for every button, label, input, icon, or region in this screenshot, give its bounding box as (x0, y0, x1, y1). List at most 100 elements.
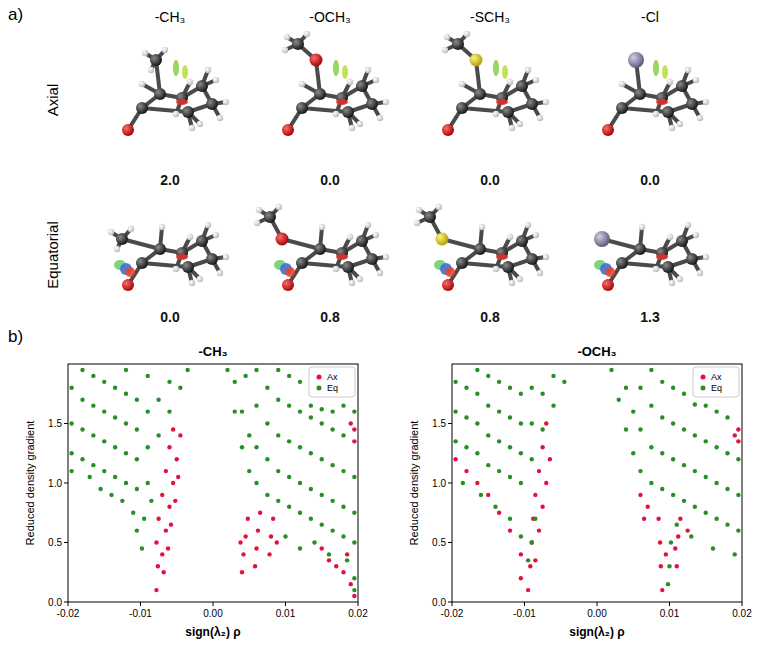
point (551, 403, 555, 407)
atom (493, 266, 499, 272)
atom (314, 243, 326, 255)
point (135, 487, 139, 491)
panel-label: b) (8, 327, 23, 346)
nci-surface (605, 267, 615, 277)
point (167, 380, 171, 384)
row-label: Equatorial (44, 221, 61, 289)
column-header: -SCH₃ (470, 9, 510, 25)
point (160, 493, 164, 497)
nci-surface (173, 60, 179, 76)
point (475, 481, 479, 485)
energy-label: 0.8 (480, 309, 500, 325)
point (689, 534, 693, 538)
point (91, 403, 95, 407)
atom (196, 80, 208, 92)
point (682, 392, 686, 396)
atom (677, 276, 683, 282)
atom (173, 266, 179, 272)
point (140, 546, 144, 550)
nci-surface (285, 267, 295, 277)
point (530, 457, 534, 461)
point (156, 564, 160, 568)
nci-surface (176, 254, 188, 260)
point (656, 517, 660, 521)
point (352, 511, 356, 515)
point (736, 439, 740, 443)
tick-label: -0.01 (513, 608, 536, 619)
point (164, 469, 168, 473)
point (349, 421, 353, 425)
point (693, 505, 697, 509)
point (69, 469, 73, 473)
point (464, 445, 468, 449)
atom (628, 52, 644, 68)
point (609, 368, 613, 372)
tick-label: 0.00 (587, 608, 607, 619)
molecule (282, 31, 389, 136)
point (352, 594, 356, 598)
point (341, 433, 345, 437)
point (475, 421, 479, 425)
point (666, 582, 670, 586)
point (671, 386, 675, 390)
point (113, 445, 117, 449)
atom (693, 77, 699, 83)
atom (128, 226, 134, 232)
nci-surface (502, 65, 508, 79)
axis-title: sign(λ₂) ρ (569, 625, 624, 639)
atom (108, 229, 114, 235)
molecule (442, 31, 549, 136)
point (486, 463, 490, 467)
tick (448, 483, 452, 484)
energy-label: 0.0 (480, 172, 500, 188)
molecule (254, 204, 389, 291)
atom (685, 67, 691, 73)
point (341, 505, 345, 509)
atom (685, 222, 691, 228)
plot-area (69, 368, 356, 599)
point (725, 522, 729, 526)
atom (356, 80, 368, 92)
atom (205, 222, 211, 228)
point (675, 564, 679, 568)
point (497, 409, 501, 413)
atom (357, 276, 363, 282)
atom (676, 235, 688, 247)
atom (349, 280, 355, 286)
point (80, 457, 84, 461)
point (671, 421, 675, 425)
point (475, 392, 479, 396)
point (486, 403, 490, 407)
tick-label: 0.02 (732, 608, 752, 619)
point (519, 534, 523, 538)
point (269, 534, 273, 538)
atom (314, 88, 326, 100)
point (649, 445, 653, 449)
point (725, 487, 729, 491)
atom (686, 98, 698, 110)
point (660, 588, 664, 592)
point (330, 463, 334, 467)
tick (448, 602, 452, 603)
atom (187, 79, 193, 85)
atom (377, 270, 383, 276)
point (530, 421, 534, 425)
point (185, 368, 189, 372)
atom (139, 81, 145, 87)
atom (525, 222, 531, 228)
point (330, 409, 334, 413)
tick-label: 1.5 (48, 418, 62, 429)
atom (516, 235, 528, 247)
atom (223, 254, 229, 260)
point (508, 475, 512, 479)
point (352, 427, 356, 431)
tick (742, 602, 743, 606)
atom (436, 233, 449, 246)
point (69, 451, 73, 455)
point (258, 511, 262, 515)
point (330, 499, 334, 503)
atom (507, 234, 513, 240)
point (638, 427, 642, 431)
tick (64, 423, 68, 424)
point (330, 528, 334, 532)
